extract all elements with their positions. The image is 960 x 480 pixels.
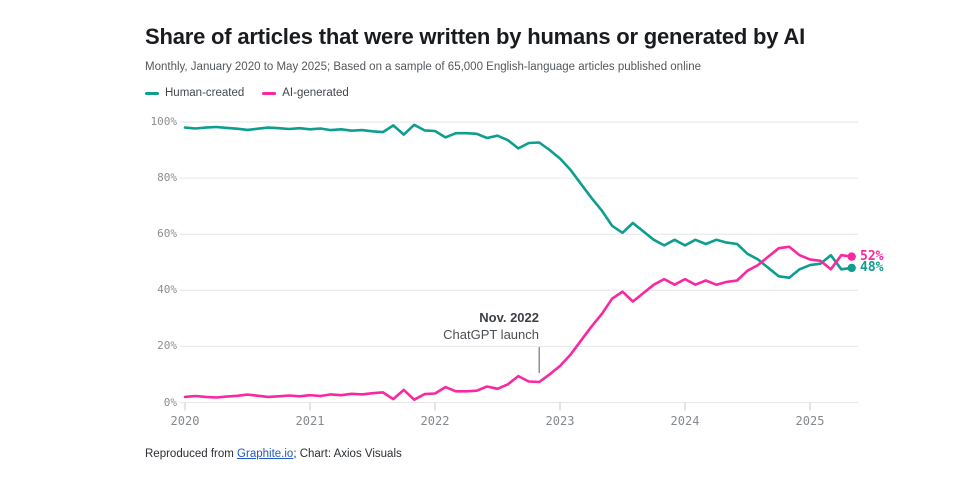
end-value-label-human: 48% xyxy=(860,259,884,275)
gridlines-group xyxy=(180,121,858,403)
x-axis-labels: 2020 2021 2022 2023 2024 2025 xyxy=(0,414,960,430)
page-title: Share of articles that were written by h… xyxy=(145,24,806,49)
legend-item-human-created: Human-created xyxy=(145,87,244,99)
annotation-chatgpt-launch: Nov. 2022 ChatGPT launch xyxy=(443,309,539,343)
x-axis-tick-label: 2022 xyxy=(420,414,450,428)
end-value-label-ai: 52% xyxy=(860,248,884,264)
end-dot-human xyxy=(847,263,856,273)
x-axis-tick-label: 2021 xyxy=(295,414,325,428)
x-axis-tick-label: 2023 xyxy=(545,414,575,428)
source-prefix: Reproduced from xyxy=(145,448,238,460)
legend-label-human: Human-created xyxy=(165,87,245,99)
x-axis-tick-label: 2020 xyxy=(170,414,200,428)
chart-subtitle: Monthly, January 2020 to May 2025; Based… xyxy=(145,61,701,73)
x-axis-tick-label: 2024 xyxy=(670,414,700,428)
source-credit: Reproduced from Graphite.io; Chart: Axio… xyxy=(145,448,402,460)
legend-swatch-human xyxy=(145,91,159,95)
legend-item-ai-generated: AI-generated xyxy=(262,87,349,99)
legend-label-ai: AI-generated xyxy=(282,87,349,99)
series-line-ai xyxy=(183,245,854,402)
legend-swatch-ai xyxy=(262,91,277,95)
series-line-human xyxy=(183,123,854,280)
end-dot-ai xyxy=(847,252,856,261)
annotation-label: ChatGPT launch xyxy=(443,327,539,342)
source-suffix: ; Chart: Axios Visuals xyxy=(293,448,402,460)
series-lines-group xyxy=(183,123,856,402)
legend: Human-created AI-generated xyxy=(145,87,349,99)
annotation-date: Nov. 2022 xyxy=(479,310,539,325)
x-axis-tick-label: 2025 xyxy=(795,414,825,428)
x-axis-ticks-group xyxy=(184,403,811,411)
graphite-link[interactable]: Graphite.io xyxy=(237,448,294,460)
